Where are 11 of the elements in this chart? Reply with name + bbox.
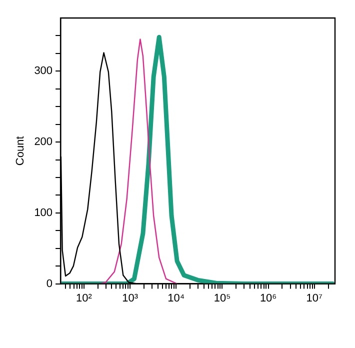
- x-tick-label: 10³: [122, 292, 138, 304]
- x-tick-label: 10⁵: [214, 292, 231, 304]
- y-tick-label: 200: [34, 136, 53, 148]
- x-tick-label: 10²: [76, 292, 92, 304]
- y-tick-label: 300: [34, 65, 53, 78]
- y-tick-label: 0: [46, 278, 53, 290]
- x-tick-label: 10⁷: [306, 292, 323, 304]
- y-axis-title: Count: [14, 136, 27, 166]
- x-tick-label: 10⁴: [168, 292, 185, 304]
- y-tick-label: 100: [34, 206, 53, 219]
- x-tick-label: 10⁶: [260, 292, 277, 304]
